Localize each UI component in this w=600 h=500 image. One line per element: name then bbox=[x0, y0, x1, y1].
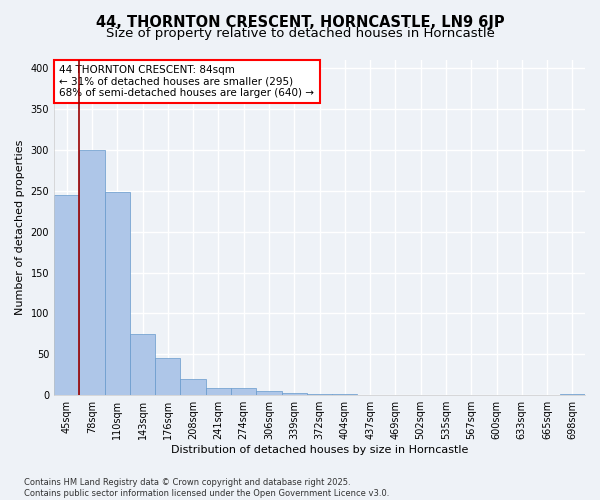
Bar bbox=[206, 388, 231, 395]
X-axis label: Distribution of detached houses by size in Horncastle: Distribution of detached houses by size … bbox=[171, 445, 468, 455]
Bar bbox=[155, 358, 181, 395]
Bar bbox=[307, 394, 332, 395]
Bar bbox=[281, 393, 307, 395]
Bar bbox=[104, 192, 130, 395]
Bar bbox=[231, 388, 256, 395]
Text: 44, THORNTON CRESCENT, HORNCASTLE, LN9 6JP: 44, THORNTON CRESCENT, HORNCASTLE, LN9 6… bbox=[95, 15, 505, 30]
Text: Contains HM Land Registry data © Crown copyright and database right 2025.
Contai: Contains HM Land Registry data © Crown c… bbox=[24, 478, 389, 498]
Bar bbox=[256, 391, 281, 395]
Y-axis label: Number of detached properties: Number of detached properties bbox=[15, 140, 25, 316]
Text: 44 THORNTON CRESCENT: 84sqm
← 31% of detached houses are smaller (295)
68% of se: 44 THORNTON CRESCENT: 84sqm ← 31% of det… bbox=[59, 65, 314, 98]
Bar bbox=[560, 394, 585, 395]
Bar bbox=[54, 195, 79, 395]
Bar bbox=[332, 394, 358, 395]
Text: Size of property relative to detached houses in Horncastle: Size of property relative to detached ho… bbox=[106, 28, 494, 40]
Bar bbox=[181, 379, 206, 395]
Bar bbox=[130, 334, 155, 395]
Bar bbox=[79, 150, 104, 395]
